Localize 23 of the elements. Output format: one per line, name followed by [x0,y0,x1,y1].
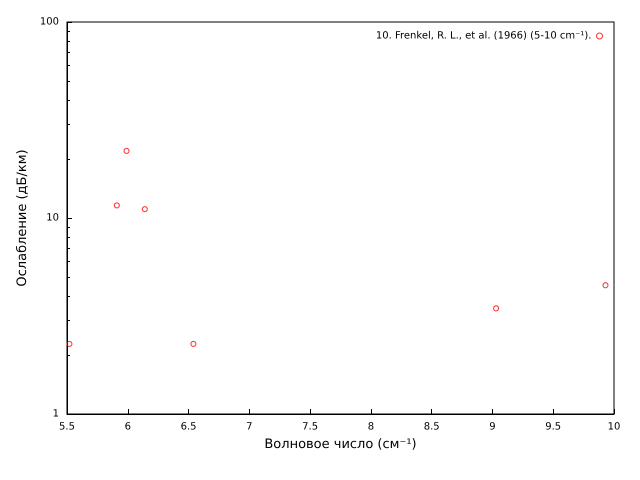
point [142,206,148,212]
x-tick-label: 5.5 [59,422,75,432]
x-tick-label: 8.5 [424,422,440,432]
y-tick-label: 10 [46,212,59,224]
x-tick-label: 7.5 [302,422,318,432]
point [602,282,608,288]
x-tick-label: 6.5 [180,422,196,432]
x-tick-label: 9 [489,422,496,432]
legend-label: 10. Frenkel, R. L., et al. (1966) (5-10 cm⁻¹). [376,30,592,42]
x-tick-label: 8 [368,422,374,432]
x-tick-label: 9.5 [545,422,562,432]
point [493,305,500,312]
x-tick-label: 10 [608,422,620,432]
x-axis-title: Волновое число (см⁻¹) [264,437,417,452]
point [66,340,72,347]
point [190,340,196,347]
point [124,148,130,154]
point [114,202,120,208]
y-tick-label: 1 [52,408,59,420]
y-axis-title: Ослабление (дБ/км) [15,149,30,287]
x-tick-label: 6 [124,422,131,432]
y-tick-label: 100 [40,16,59,28]
x-tick-label: 7 [246,422,253,432]
